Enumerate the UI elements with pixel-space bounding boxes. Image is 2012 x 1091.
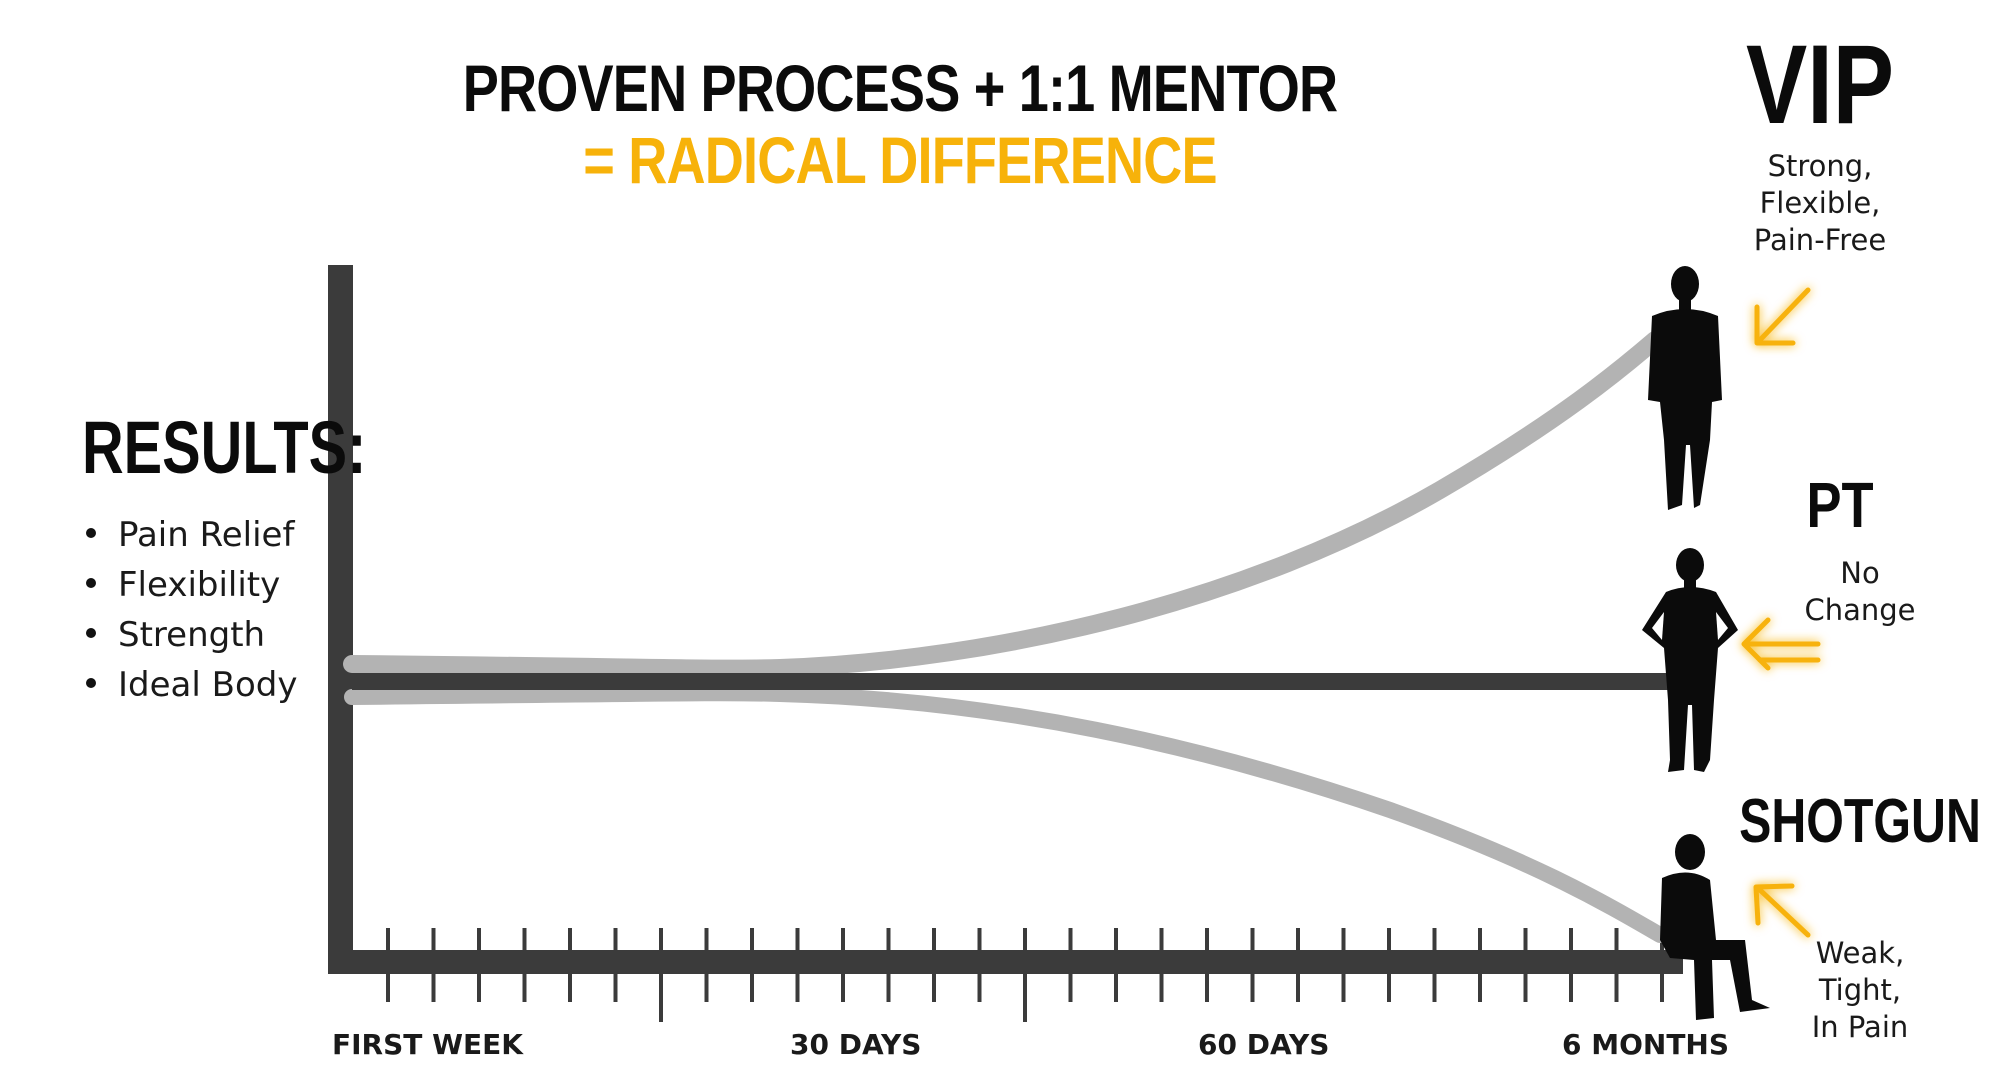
- pt-label: PT: [1806, 469, 1874, 541]
- title-line-2: = RADICAL DIFFERENCE: [583, 123, 1217, 197]
- results-list: Pain Relief Flexibility Strength Ideal B…: [82, 510, 297, 710]
- pt-description: No Change: [1804, 556, 1916, 627]
- bullet-icon: [86, 578, 96, 588]
- vip-label: VIP: [1745, 22, 1895, 147]
- tick-label-30-days: 30 DAYS: [790, 1028, 922, 1061]
- shotgun-curve: [344, 685, 1668, 943]
- vip-person-standing-icon: [1648, 266, 1722, 510]
- shotgun-arrow-icon: [1753, 883, 1811, 938]
- pt-person-hands-on-hips-icon: [1642, 548, 1738, 772]
- vip-description: Strong, Flexible, Pain-Free: [1753, 149, 1887, 257]
- bullet-icon: [86, 628, 96, 638]
- tick-label-6-months: 6 MONTHS: [1562, 1028, 1730, 1061]
- x-axis-ticks: [386, 928, 1664, 1022]
- pt-line: [352, 673, 1672, 690]
- x-axis: [328, 950, 1683, 974]
- bullet-icon: [86, 678, 96, 688]
- vip-curve: [343, 331, 1664, 678]
- results-heading: RESULTS:: [82, 406, 367, 489]
- shotgun-label: SHOTGUN: [1739, 787, 1981, 856]
- title-line-1: PROVEN PROCESS + 1:1 MENTOR: [462, 51, 1338, 125]
- bullet-icon: [86, 528, 96, 538]
- tick-label-first-week: FIRST WEEK: [332, 1028, 523, 1061]
- results-item: Ideal Body: [82, 660, 297, 710]
- pt-arrow-icon: [1741, 617, 1821, 671]
- results-item: Flexibility: [82, 560, 297, 610]
- results-item: Strength: [82, 610, 297, 660]
- results-item: Pain Relief: [82, 510, 297, 560]
- shotgun-person-sitting-icon: [1660, 834, 1770, 1020]
- vip-arrow-icon: [1754, 287, 1811, 346]
- y-axis: [328, 265, 353, 972]
- tick-label-60-days: 60 DAYS: [1198, 1028, 1330, 1061]
- shotgun-description: Weak, Tight, In Pain: [1811, 936, 1909, 1044]
